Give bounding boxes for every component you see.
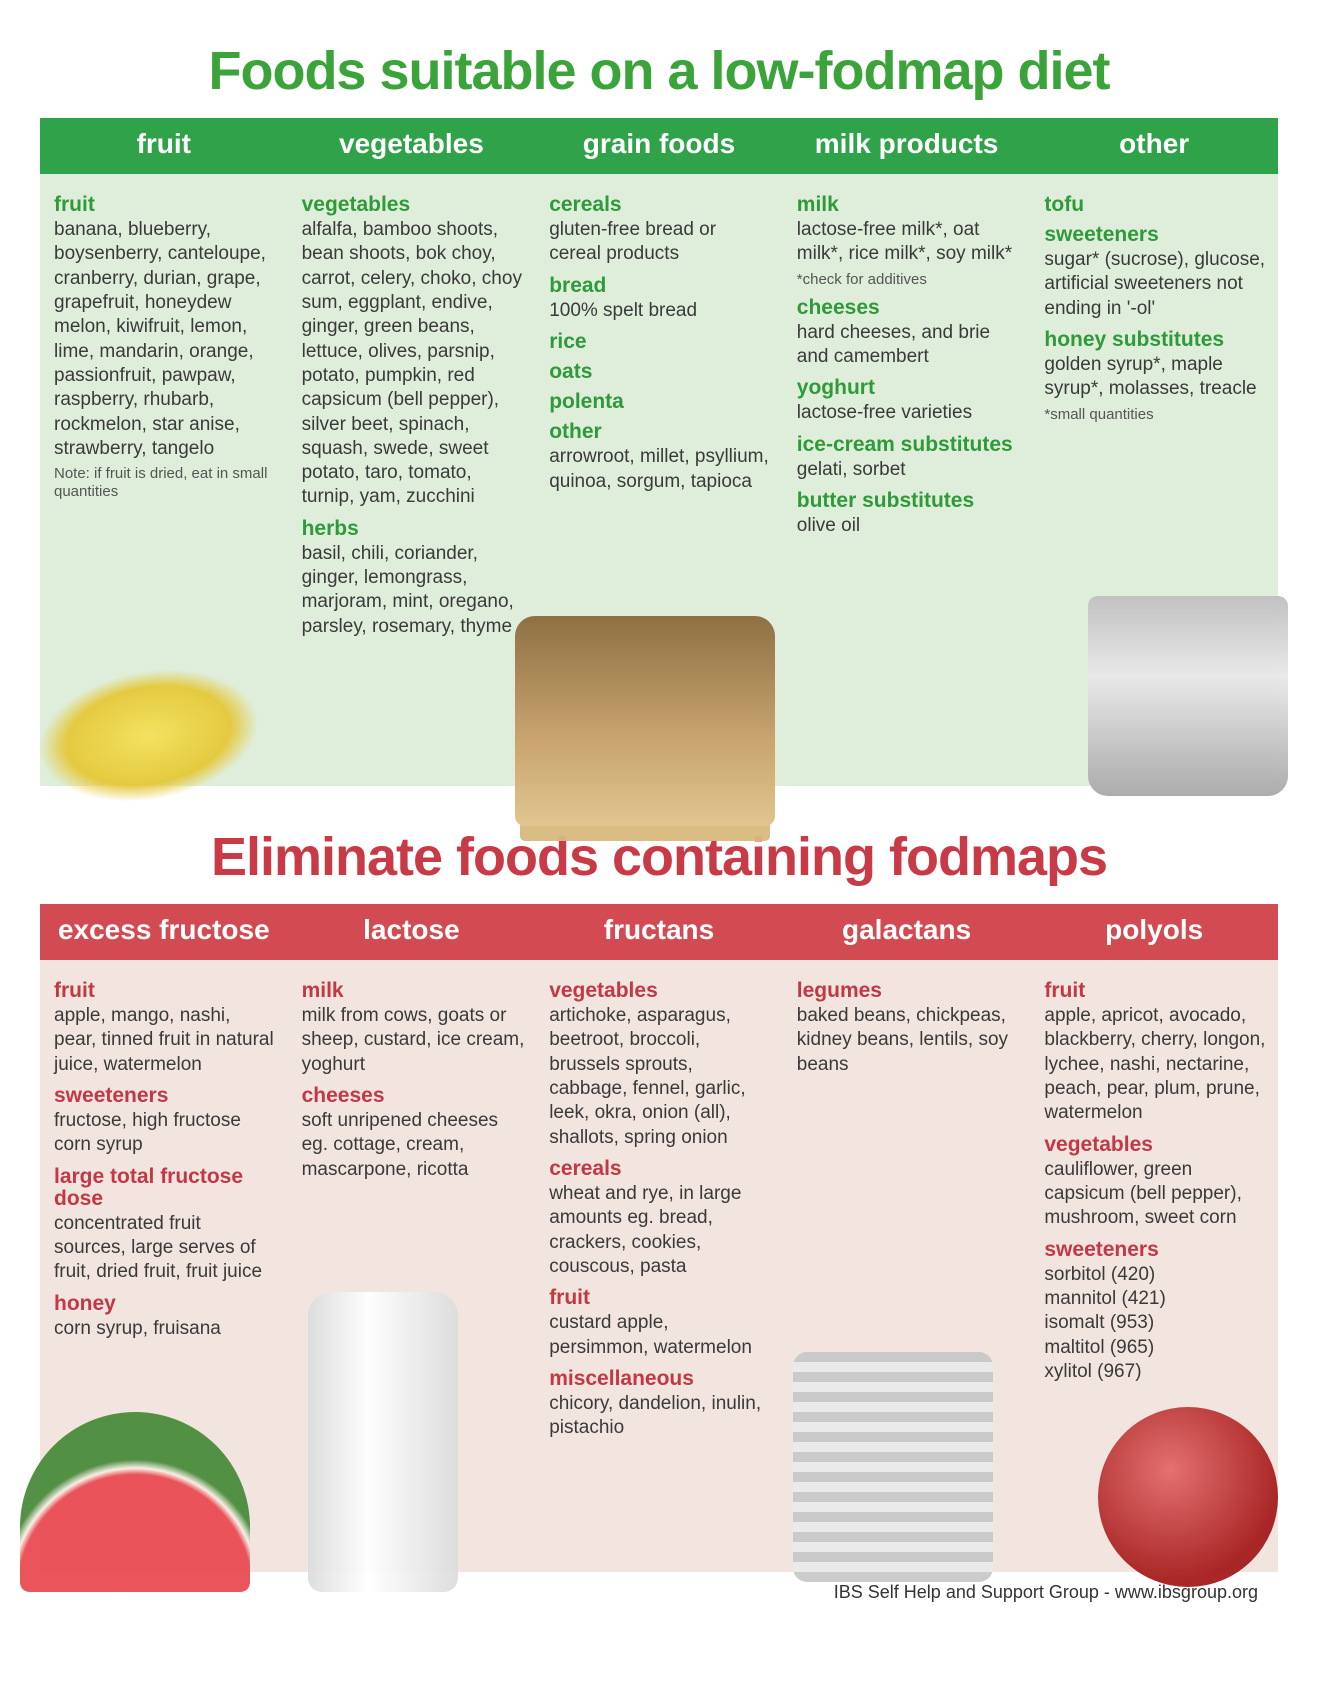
eliminate-header-cell: polyols	[1030, 904, 1278, 960]
group-subhead: vegetables	[302, 194, 526, 216]
group-subhead: cheeses	[797, 297, 1021, 319]
group-subhead: cereals	[549, 194, 773, 216]
group-items: 100% spelt bread	[549, 299, 773, 323]
eliminate-column: vegetablesartichoke, asparagus, beetroot…	[535, 960, 783, 1572]
group-subhead: cheeses	[302, 1085, 526, 1107]
suitable-title: Foods suitable on a low-fodmap diet	[40, 40, 1278, 102]
group-subhead: vegetables	[1044, 1134, 1268, 1156]
group-items: cauliflower, green capsicum (bell pepper…	[1044, 1158, 1268, 1231]
eliminate-body-row: fruitapple, mango, nashi, pear, tinned f…	[40, 960, 1278, 1572]
group-items: lactose-free varieties	[797, 401, 1021, 425]
group-subhead: miscellaneous	[549, 1368, 773, 1390]
group-subhead: yoghurt	[797, 377, 1021, 399]
group-items: sorbitol (420) mannitol (421) isomalt (9…	[1044, 1263, 1268, 1385]
suitable-column: fruitbanana, blueberry, boysenberry, can…	[40, 174, 288, 786]
group-items: baked beans, chickpeas, kidney beans, le…	[797, 1004, 1021, 1077]
group-items: corn syrup, fruisana	[54, 1317, 278, 1341]
eliminate-header-cell: fructans	[535, 904, 783, 960]
group-subhead: milk	[797, 194, 1021, 216]
suitable-column: vegetablesalfalfa, bamboo shoots, bean s…	[288, 174, 536, 786]
group-items: artichoke, asparagus, beetroot, broccoli…	[549, 1004, 773, 1150]
suitable-column: milklactose-free milk*, oat milk*, rice …	[783, 174, 1031, 786]
group-subhead: butter substitutes	[797, 490, 1021, 512]
group-subhead: sweeteners	[1044, 1239, 1268, 1261]
group-items: lactose-free milk*, oat milk*, rice milk…	[797, 218, 1021, 267]
column-note: *small quantities	[1044, 406, 1268, 424]
group-items: olive oil	[797, 514, 1021, 538]
group-items: gelati, sorbet	[797, 458, 1021, 482]
group-subhead: legumes	[797, 980, 1021, 1002]
group-items: arrowroot, millet, psyllium, quinoa, sor…	[549, 445, 773, 494]
group-subhead: honey	[54, 1293, 278, 1315]
eliminate-column: legumesbaked beans, chickpeas, kidney be…	[783, 960, 1031, 1572]
group-items: basil, chili, coriander, ginger, lemongr…	[302, 542, 526, 639]
group-note: *check for additives	[797, 271, 1021, 289]
group-subhead: fruit	[54, 980, 278, 1002]
suitable-column: tofu sweetenerssugar* (sucrose), glucose,…	[1030, 174, 1278, 786]
group-subhead: fruit	[54, 194, 278, 216]
suitable-header-cell: grain foods	[535, 118, 783, 174]
group-items: fructose, high fructose corn syrup	[54, 1109, 278, 1158]
eliminate-column: milkmilk from cows, goats or sheep, cust…	[288, 960, 536, 1572]
group-items: apple, apricot, avocado, blackberry, che…	[1044, 1004, 1268, 1126]
group-items: gluten-free bread or cereal products	[549, 218, 773, 267]
group-subhead: herbs	[302, 518, 526, 540]
suitable-header-row: fruitvegetablesgrain foodsmilk productso…	[40, 118, 1278, 174]
eliminate-header-cell: excess fructose	[40, 904, 288, 960]
group-subhead: fruit	[549, 1287, 773, 1309]
footer-attribution: IBS Self Help and Support Group - www.ib…	[40, 1582, 1278, 1603]
suitable-header-cell: milk products	[783, 118, 1031, 174]
group-subhead: milk	[302, 980, 526, 1002]
group-subhead: large total fructose dose	[54, 1166, 278, 1210]
column-note: Note: if fruit is dried, eat in small qu…	[54, 465, 278, 501]
cup-image	[1088, 596, 1288, 796]
group-items: alfalfa, bamboo shoots, bean shoots, bok…	[302, 218, 526, 510]
group-subhead: cereals	[549, 1158, 773, 1180]
group-subhead: ice-cream substitutes	[797, 434, 1021, 456]
group-subhead: fruit	[1044, 980, 1268, 1002]
group-items: sugar* (sucrose), glucose, artificial sw…	[1044, 248, 1268, 321]
group-items: wheat and rye, in large amounts eg. brea…	[549, 1182, 773, 1279]
group-items: apple, mango, nashi, pear, tinned fruit …	[54, 1004, 278, 1077]
suitable-header-cell: fruit	[40, 118, 288, 174]
eliminate-column: fruitapple, mango, nashi, pear, tinned f…	[40, 960, 288, 1572]
group-subhead: tofu	[1044, 194, 1268, 216]
suitable-header-cell: vegetables	[288, 118, 536, 174]
eliminate-column: fruitapple, apricot, avocado, blackberry…	[1030, 960, 1278, 1572]
group-items: soft unripened cheeses eg. cottage, crea…	[302, 1109, 526, 1182]
group-items: custard apple, persimmon, watermelon	[549, 1311, 773, 1360]
bread-image	[515, 616, 775, 826]
group-subhead: other	[549, 421, 773, 443]
eliminate-title: Eliminate foods containing fodmaps	[40, 826, 1278, 888]
group-subhead: sweeteners	[54, 1085, 278, 1107]
group-items: hard cheeses, and brie and camembert	[797, 321, 1021, 370]
group-subhead: oats	[549, 361, 773, 383]
group-items: milk from cows, goats or sheep, custard,…	[302, 1004, 526, 1077]
banana-image	[14, 598, 275, 835]
group-subhead: sweeteners	[1044, 224, 1268, 246]
suitable-column: cerealsgluten-free bread or cereal produ…	[535, 174, 783, 786]
watermelon-image	[20, 1412, 250, 1592]
group-subhead: bread	[549, 275, 773, 297]
group-subhead: rice	[549, 331, 773, 353]
eliminate-header-cell: lactose	[288, 904, 536, 960]
eliminate-header-cell: galactans	[783, 904, 1031, 960]
eliminate-header-row: excess fructoselactosefructansgalactansp…	[40, 904, 1278, 960]
apple-image	[1098, 1407, 1278, 1587]
can-image	[793, 1352, 993, 1582]
group-items: golden syrup*, maple syrup*, molasses, t…	[1044, 353, 1268, 402]
group-items: banana, blueberry, boysenberry, cantelou…	[54, 218, 278, 461]
group-items: concentrated fruit sources, large serves…	[54, 1212, 278, 1285]
milk-image	[308, 1292, 458, 1592]
group-subhead: vegetables	[549, 980, 773, 1002]
group-subhead: polenta	[549, 391, 773, 413]
group-items: chicory, dandelion, inulin, pistachio	[549, 1392, 773, 1441]
group-subhead: honey substitutes	[1044, 329, 1268, 351]
suitable-body-row: fruitbanana, blueberry, boysenberry, can…	[40, 174, 1278, 786]
suitable-header-cell: other	[1030, 118, 1278, 174]
